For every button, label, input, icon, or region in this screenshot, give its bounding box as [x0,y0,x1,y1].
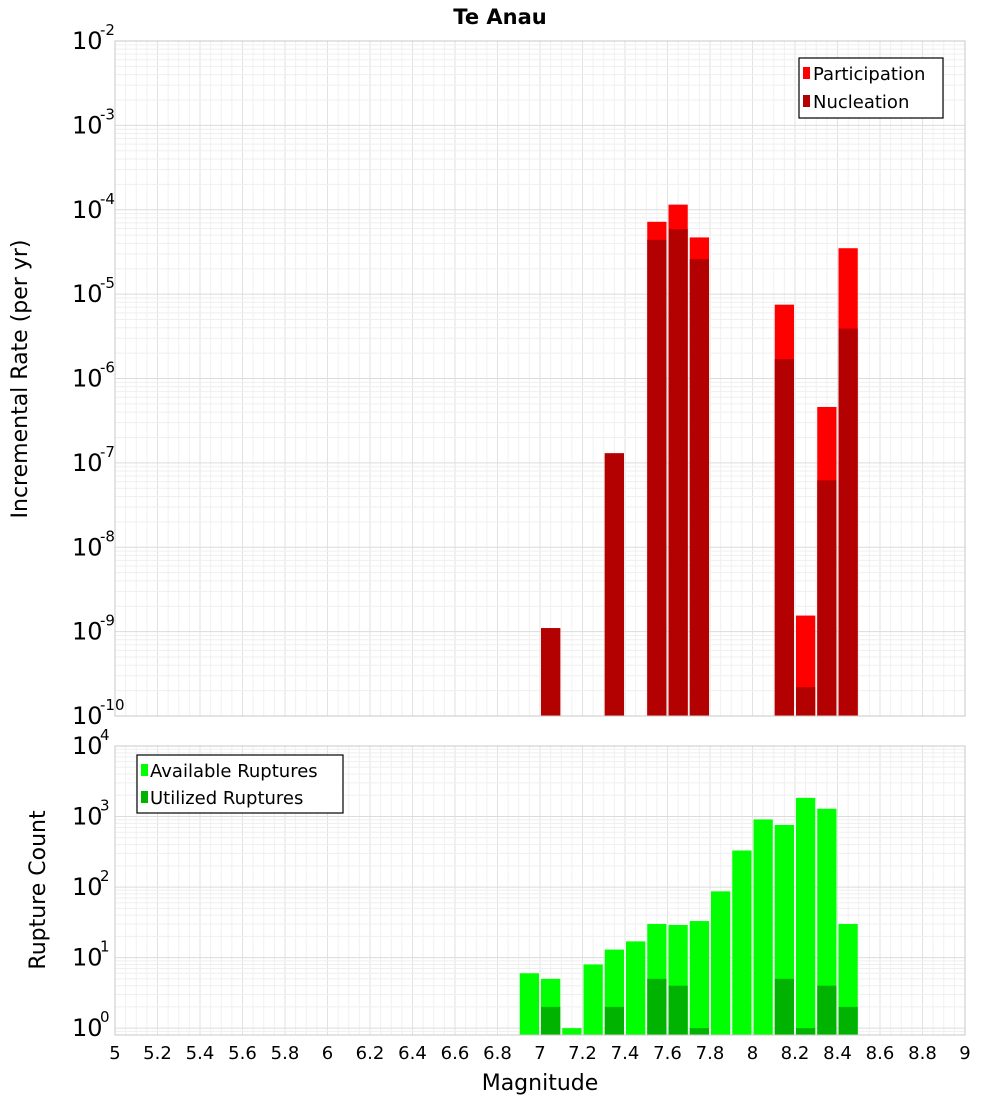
bottom-plot-bar-available-ruptures [732,850,752,1035]
bottom-plot-frame [114,745,966,1036]
x-tick-label: 7.4 [611,1043,640,1064]
bottom-plot-bar-available-ruptures [796,797,816,1035]
bottom-plot-y-tick-exponent: 1 [100,938,110,956]
x-axis-title: Magnitude [482,1071,599,1096]
x-tick-label: 5.8 [271,1043,300,1064]
legend-label-participation: Participation [813,64,925,85]
top-plot-bar-nucleation [668,229,688,717]
x-tick-label: 7.8 [696,1043,725,1064]
x-tick-label: 8.6 [866,1043,895,1064]
bottom-plot-y-tick-label: 10 [72,1014,103,1042]
bottom-plot-bar-available-ruptures [519,973,539,1035]
bottom-legend-box [136,754,344,814]
x-tick-label: 6.2 [356,1043,385,1064]
top-plot-y-tick-exponent: -9 [100,612,115,630]
x-tick-label: 5.4 [186,1043,215,1064]
legend-label-utilized-ruptures: Utilized Ruptures [150,788,303,809]
bottom-plot-bar-utilized-ruptures [668,985,688,1035]
top-plot-y-tick-exponent: -7 [100,443,115,461]
bottom-plot-bar-utilized-ruptures [774,978,794,1035]
top-plot-y-tick-exponent: -5 [100,274,115,292]
bottom-plot-bar-available-ruptures [689,921,709,1035]
bottom-plot-bar-utilized-ruptures [689,1028,709,1035]
legend-swatch-nucleation [803,95,810,107]
bottom-plot-bar-utilized-ruptures [796,1028,816,1035]
x-tick-label: 6.8 [483,1043,512,1064]
top-y-axis-title: Incremental Rate (per yr) [8,240,33,519]
top-plot-bar-nucleation [817,480,837,716]
bottom-plot-y-tick-exponent: 4 [100,726,110,744]
top-plot-bar-nucleation [604,453,624,716]
bottom-plot-bar-utilized-ruptures [541,1006,561,1035]
top-plot-bar-nucleation [541,628,561,716]
bottom-plot-bar-available-ruptures [583,964,603,1035]
top-plot-bar-nucleation [774,359,794,716]
top-plot-y-tick-exponent: -4 [100,190,115,208]
bottom-plot-y-tick-exponent: 0 [100,1008,110,1026]
legend-swatch-utilized-ruptures [141,791,148,803]
bottom-plot-y-tick-label: 10 [72,803,103,831]
x-tick-label: 7.6 [653,1043,682,1064]
bottom-plot-bar-utilized-ruptures [604,1006,624,1035]
top-plot-y-tick-exponent: -8 [100,527,115,545]
bottom-plot-bar-available-ruptures [753,819,773,1035]
x-tick-label: 8.2 [781,1043,810,1064]
top-plot-frame [114,40,966,717]
bottom-plot-y-tick-exponent: 3 [100,797,110,815]
x-tick-label: 6.4 [398,1043,427,1064]
bottom-plot-y-tick-label: 10 [72,944,103,972]
top-plot-bar-nucleation [689,259,709,716]
bottom-y-axis-title: Rupture Count [26,810,51,970]
bottom-plot-bar-available-ruptures [711,891,731,1035]
x-tick-label: 8.8 [908,1043,937,1064]
x-tick-label: 5.2 [143,1043,172,1064]
legend-swatch-available-ruptures [141,764,148,776]
chart-title: Te Anau [453,5,546,29]
bottom-plot-bar-utilized-ruptures [838,1006,858,1035]
top-legend: Participation Nucleation [798,57,944,119]
bottom-plot-bar-available-ruptures [562,1028,582,1035]
x-tick-label: 5.6 [228,1043,257,1064]
bottom-plot-bar-available-ruptures [626,941,646,1035]
top-plot-y-tick-label: 10 [72,196,103,224]
bottom-plot-bar-available-ruptures [817,808,837,1035]
x-tick-label: 8.4 [823,1043,852,1064]
top-plot-y-tick-exponent: -10 [100,696,125,714]
top-plot-y-tick-exponent: -2 [100,21,115,39]
top-plot-y-tick-exponent: -6 [100,359,115,377]
top-plot-bar-nucleation [838,328,858,716]
top-plot-y-tick-label: 10 [72,27,103,55]
x-tick-label: 8 [747,1043,758,1064]
bottom-plot-y-tick-label: 10 [72,873,103,901]
top-plot-bar-nucleation [647,239,667,716]
top-plot-y-tick-label: 10 [72,111,103,139]
top-plot-bar-nucleation [796,687,816,716]
top-plot-y-tick-exponent: -3 [100,105,115,123]
bottom-plot-bar-utilized-ruptures [647,978,667,1035]
x-tick-label: 9 [959,1043,970,1064]
top-legend-box [798,57,944,119]
bottom-plot-y-tick-label: 10 [72,732,103,760]
top-plot-y-tick-label: 10 [72,449,103,477]
top-plot-y-tick-label: 10 [72,365,103,393]
top-plot-y-tick-label: 10 [72,618,103,646]
legend-label-nucleation: Nucleation [813,92,909,113]
x-tick-label: 5 [109,1043,120,1064]
x-tick-label: 6 [322,1043,333,1064]
bottom-legend: Available Ruptures Utilized Ruptures [136,754,344,814]
bottom-plot-bar-utilized-ruptures [817,985,837,1035]
top-plot-y-tick-label: 10 [72,280,103,308]
top-plot-y-tick-label: 10 [72,533,103,561]
x-tick-label: 6.6 [441,1043,470,1064]
legend-label-available-ruptures: Available Ruptures [150,761,318,782]
x-tick-label: 7 [534,1043,545,1064]
top-plot-y-tick-label: 10 [72,702,103,730]
bottom-plot-y-tick-exponent: 2 [100,867,110,885]
legend-swatch-participation [803,67,810,79]
x-tick-label: 7.2 [568,1043,597,1064]
